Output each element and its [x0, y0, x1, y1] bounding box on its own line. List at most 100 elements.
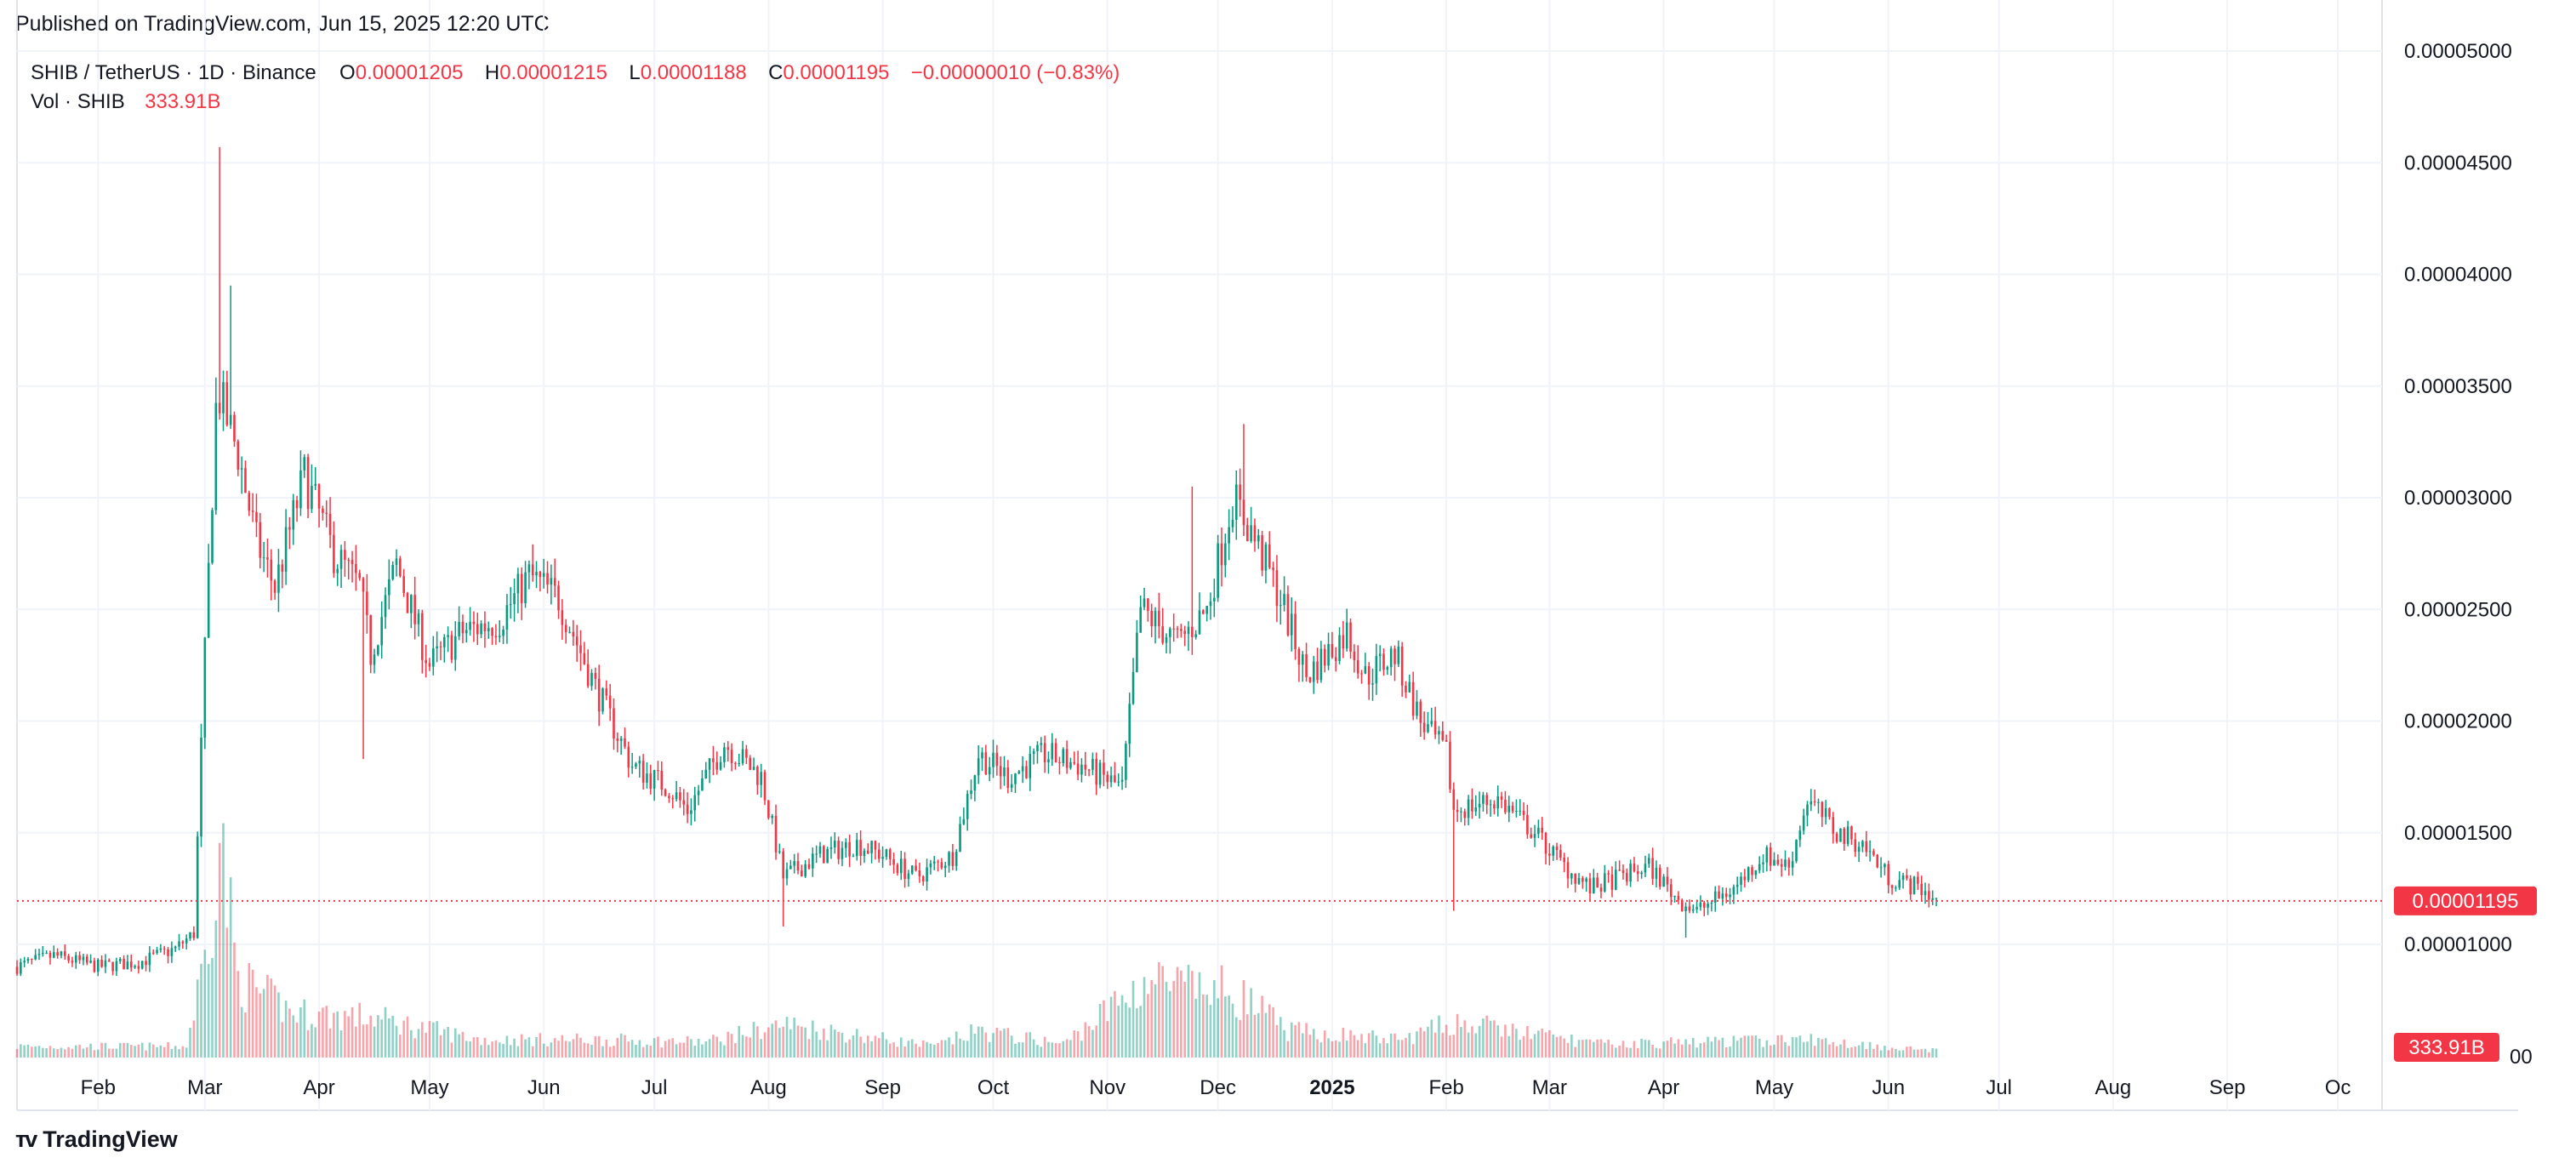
volume-bar [461, 1031, 464, 1058]
volume-bar [1294, 1024, 1297, 1058]
candle-body [207, 562, 210, 638]
volume-bar [498, 1042, 501, 1058]
volume-bar [745, 1036, 748, 1058]
candle-body [829, 847, 833, 849]
volume-bar [1577, 1040, 1581, 1058]
candle-body [539, 572, 542, 577]
volume-bar [406, 1016, 409, 1058]
candle-body [1566, 862, 1570, 879]
volume-bar [1091, 1029, 1094, 1058]
price-tick-label: 0.00004000 [2404, 264, 2512, 287]
volume-bar [170, 1048, 174, 1058]
candle-body [1245, 525, 1249, 541]
volume-bar [37, 1046, 41, 1058]
volume-bar [1308, 1035, 1312, 1058]
candle-body [848, 841, 851, 857]
volume-bar [1493, 1020, 1496, 1058]
candle-body [646, 773, 648, 783]
candle-body [730, 750, 733, 764]
volume-bar [1405, 1037, 1407, 1058]
volume-bar [970, 1024, 972, 1058]
candle-body [181, 941, 185, 944]
candle-body [594, 672, 597, 679]
candle-body [145, 961, 147, 966]
candle-body [649, 773, 653, 790]
volume-bar [818, 1040, 822, 1058]
candle-body [237, 441, 240, 470]
volume-bar [439, 1035, 442, 1058]
volume-bar [1301, 1033, 1304, 1058]
candle-body [428, 663, 431, 667]
volume-bar [1290, 1022, 1293, 1058]
volume-label[interactable]: Vol · SHIB [31, 90, 125, 113]
candle-body [1776, 859, 1780, 864]
price-tick-label: 0.00001500 [2404, 822, 2512, 845]
candle-body [491, 628, 493, 636]
candle-body [126, 961, 129, 970]
candle-body [513, 593, 516, 605]
candle-body [863, 850, 866, 857]
volume-bar [1599, 1039, 1603, 1058]
candle-body [1577, 878, 1581, 884]
candle-body [1036, 744, 1039, 751]
symbol-label[interactable]: SHIB / TetherUS · 1D · Binance [31, 61, 316, 84]
volume-bar [1098, 1004, 1102, 1058]
candle-body [1427, 724, 1429, 733]
volume-bar [292, 1015, 295, 1058]
candle-body [218, 402, 221, 413]
candle-body [314, 483, 317, 487]
candle-body [1283, 594, 1285, 606]
candle-body [1729, 894, 1731, 898]
candle-body [1419, 701, 1422, 723]
candle-body [627, 746, 630, 768]
candle-body [123, 958, 125, 970]
volume-bar [1909, 1046, 1912, 1058]
candle-body [1463, 811, 1467, 818]
volume-bar [1747, 1035, 1750, 1058]
volume-bar [1832, 1041, 1835, 1058]
time-tick-label: Apr [303, 1076, 334, 1099]
volume-bar [1378, 1043, 1382, 1058]
candle-body [815, 853, 818, 855]
candle-body [1857, 847, 1861, 853]
candle-body [1478, 803, 1481, 807]
volume-bar [1890, 1047, 1894, 1058]
volume-bar [432, 1022, 435, 1058]
candle-body [225, 382, 229, 425]
volume-bar [1283, 1029, 1285, 1058]
candle-body [859, 840, 862, 857]
candle-body [344, 550, 346, 561]
volume-bar [362, 1024, 365, 1058]
candle-body [1666, 876, 1669, 885]
candle-body [845, 841, 847, 848]
volume-bar [1658, 1048, 1661, 1058]
volume-bar [67, 1046, 70, 1058]
candle-body [1006, 767, 1010, 789]
candle-body [1662, 876, 1665, 887]
volume-bar [1618, 1045, 1621, 1058]
volume-bar [1275, 1024, 1279, 1058]
candle-body [778, 851, 781, 853]
volume-bar [823, 1028, 825, 1058]
volume-bar [100, 1042, 103, 1058]
volume-bar [1784, 1041, 1787, 1058]
candle-body [1471, 799, 1473, 812]
volume-bar [1640, 1038, 1643, 1058]
volume-bar [1912, 1049, 1916, 1058]
candle-body [1371, 683, 1374, 685]
volume-bar [845, 1042, 847, 1058]
volume-bar [472, 1037, 476, 1058]
volume-bar [1224, 996, 1227, 1058]
candle-body [1647, 858, 1650, 864]
candle-body [1382, 653, 1385, 670]
candle-body [796, 861, 800, 871]
volume-bar [262, 989, 265, 1058]
volume-bar [1530, 1039, 1533, 1058]
time-tick-label: Jul [1986, 1076, 2012, 1099]
candle-body [745, 749, 748, 758]
volume-bar [627, 1041, 630, 1058]
tradingview-logo[interactable]: ᴛᴠ TradingView [15, 1126, 178, 1153]
candle-body [973, 775, 977, 791]
candle-body [1773, 859, 1775, 866]
